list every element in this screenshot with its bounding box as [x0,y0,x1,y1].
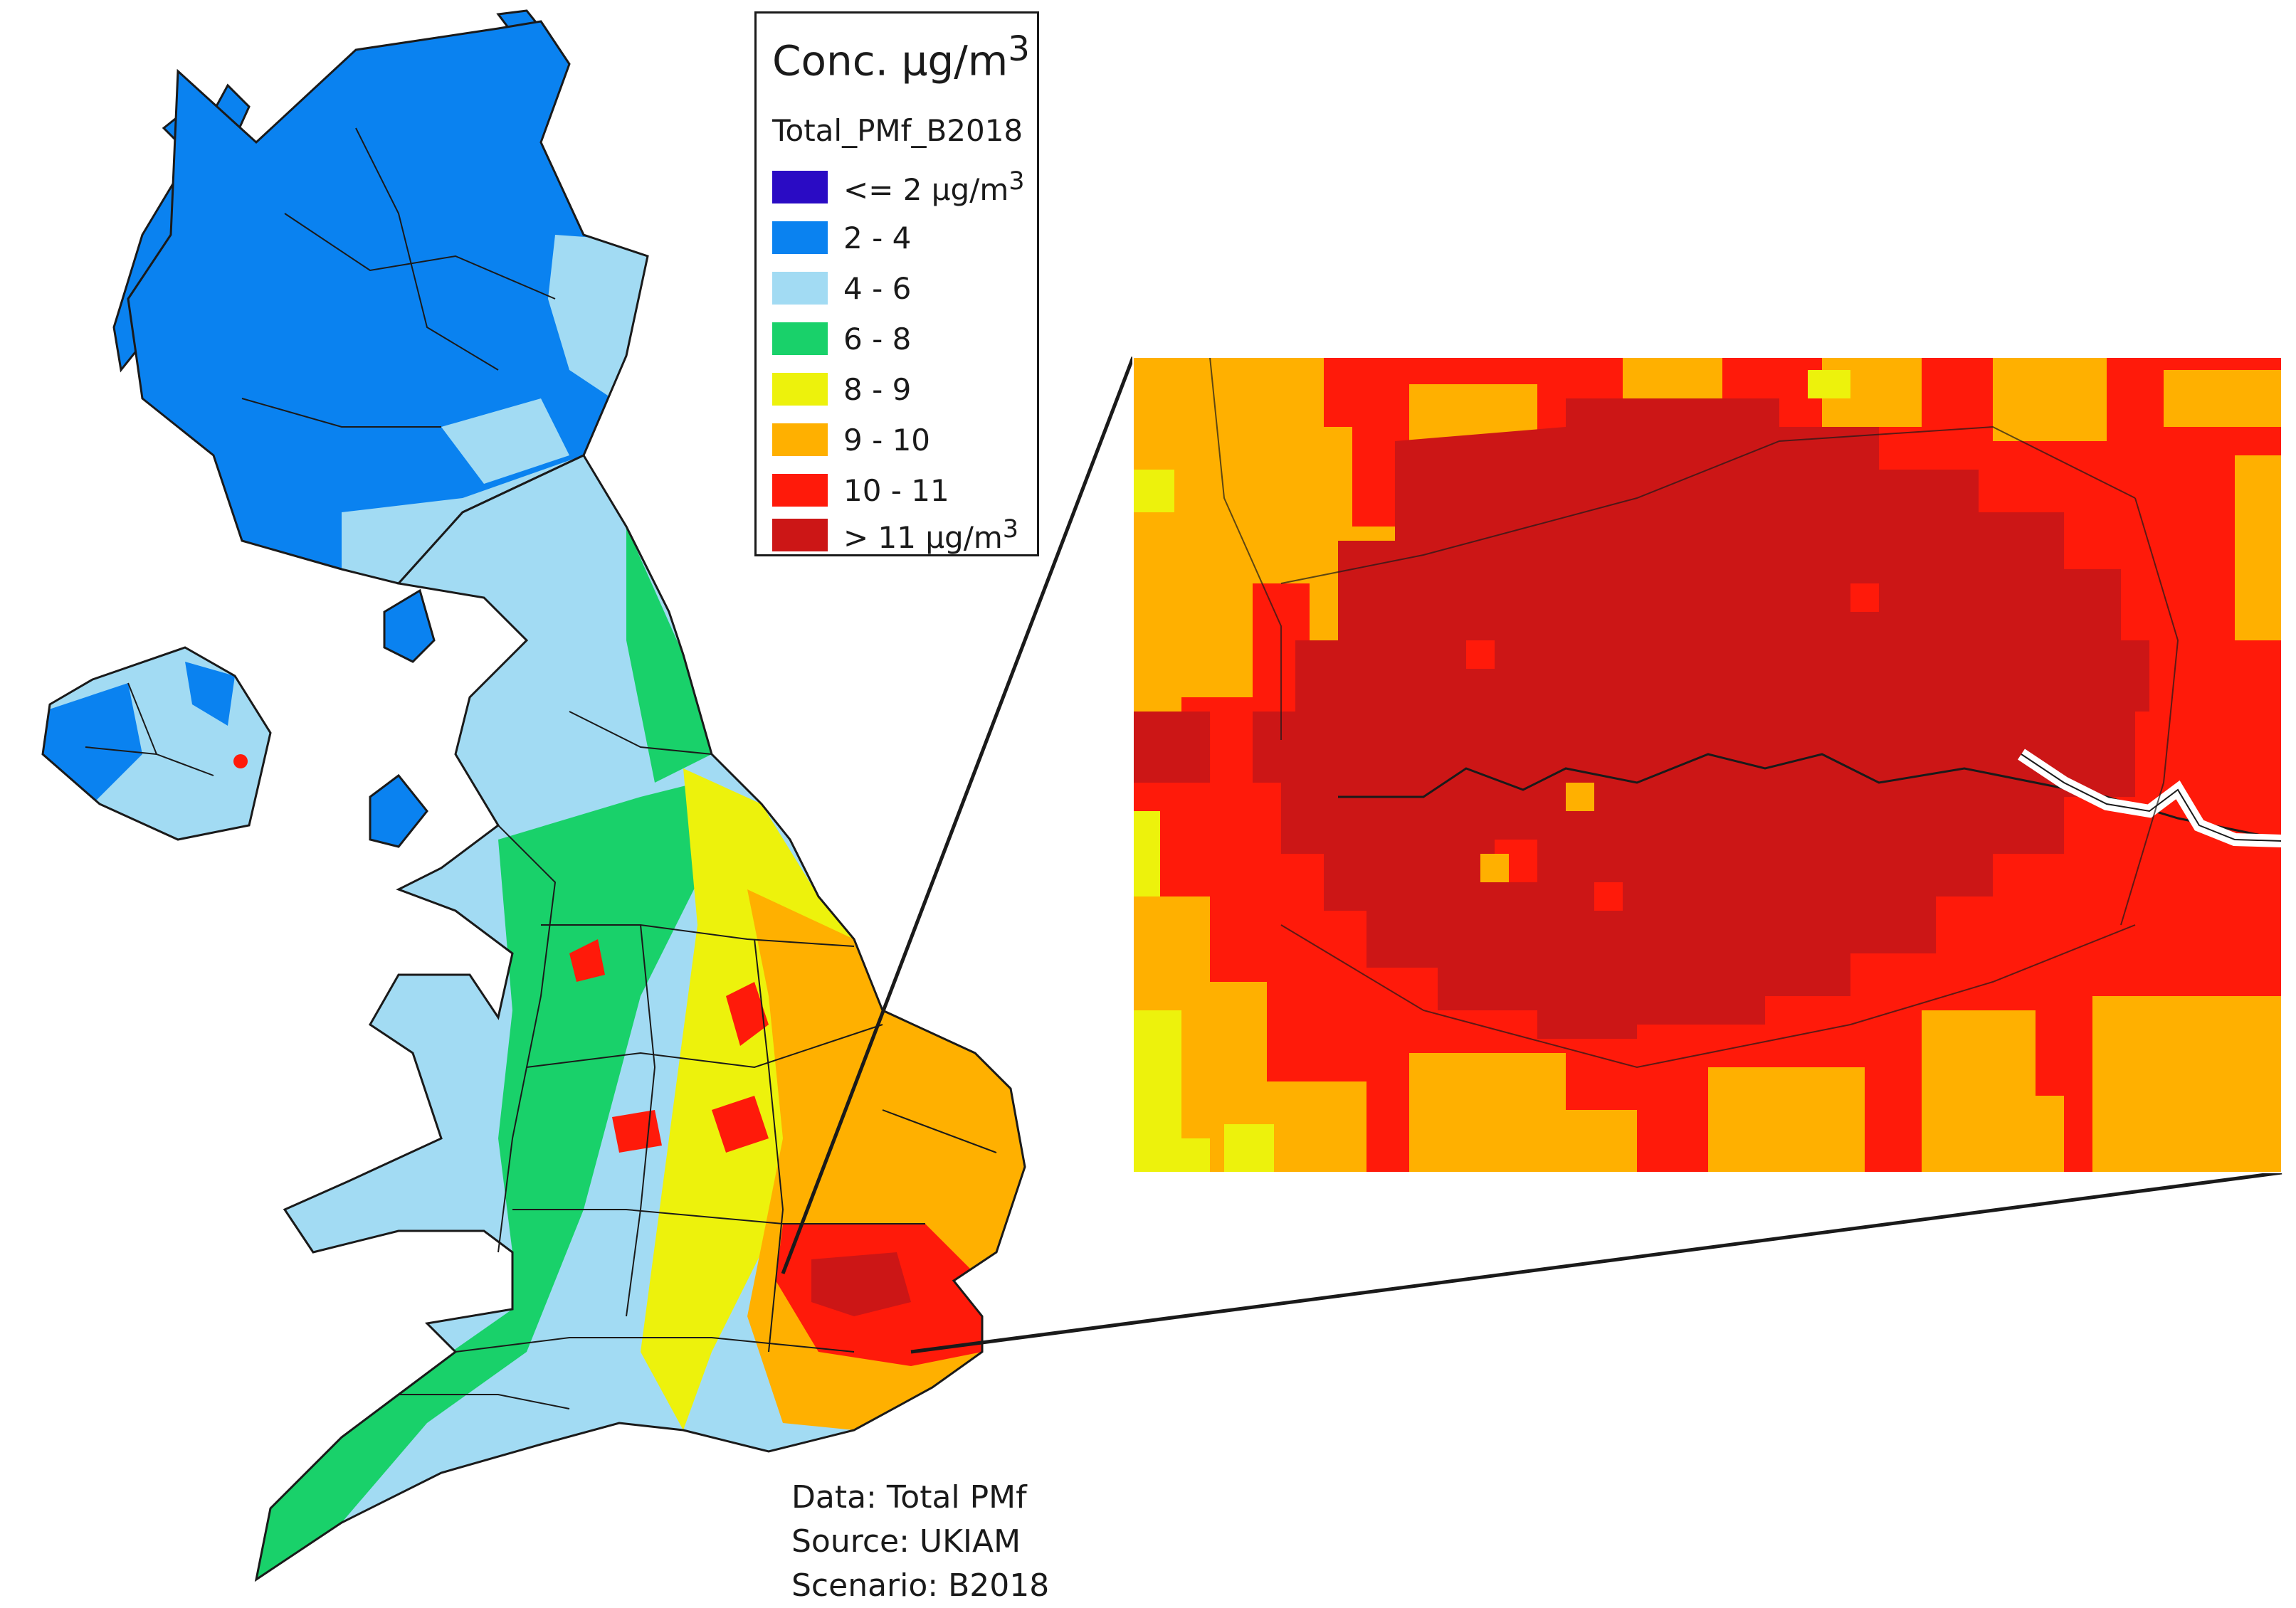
legend-swatch [772,423,828,456]
northern-ireland [41,646,272,841]
legend-row-4-6: 4 - 6 [772,268,911,309]
legend-label: 2 - 4 [843,220,912,255]
legend-row-10-11: 10 - 11 [772,470,949,511]
legend-swatch [772,373,828,406]
legend-title: Conc. μg/m3 [772,29,1031,85]
legend-swatch [772,322,828,355]
legend-label: 9 - 10 [843,422,931,457]
legend-label: 6 - 8 [843,321,912,356]
london-inset [1132,356,2282,1173]
legend-row-6-8: 6 - 8 [772,318,911,359]
legend-swatch [772,519,828,551]
inset-pointer-lines [781,356,2282,1354]
legend-swatch [772,221,828,254]
caption-data: Data: Total PMf [791,1479,1027,1516]
greater-london-core [1253,398,2149,1039]
legend-label: 4 - 6 [843,270,912,306]
legend-label: > 11 μg/m3 [843,515,1019,555]
legend-label: 8 - 9 [843,371,912,407]
legend-row-le2: <= 2 μg/m3 [772,166,1025,208]
legend-label: 10 - 11 [843,472,949,508]
map-caption: Data: Total PMf Source: UKIAM Scenario: … [791,1476,1049,1608]
caption-source: Source: UKIAM [791,1523,1021,1560]
legend-row-gt11: > 11 μg/m3 [772,514,1018,556]
legend-row-2-4: 2 - 4 [772,217,911,258]
legend-swatch [772,171,828,203]
england-wales [254,454,1026,1582]
map-legend: Conc. μg/m3 Total_PMf_B2018 <= 2 μg/m3 2… [754,11,1039,556]
caption-scenario: Scenario: B2018 [791,1567,1050,1604]
legend-row-9-10: 9 - 10 [772,419,930,460]
legend-swatch [772,474,828,507]
legend-row-8-9: 8 - 9 [772,369,911,410]
legend-swatch [772,272,828,305]
legend-label: <= 2 μg/m3 [843,167,1025,207]
legend-layer-name: Total_PMf_B2018 [772,113,1023,148]
